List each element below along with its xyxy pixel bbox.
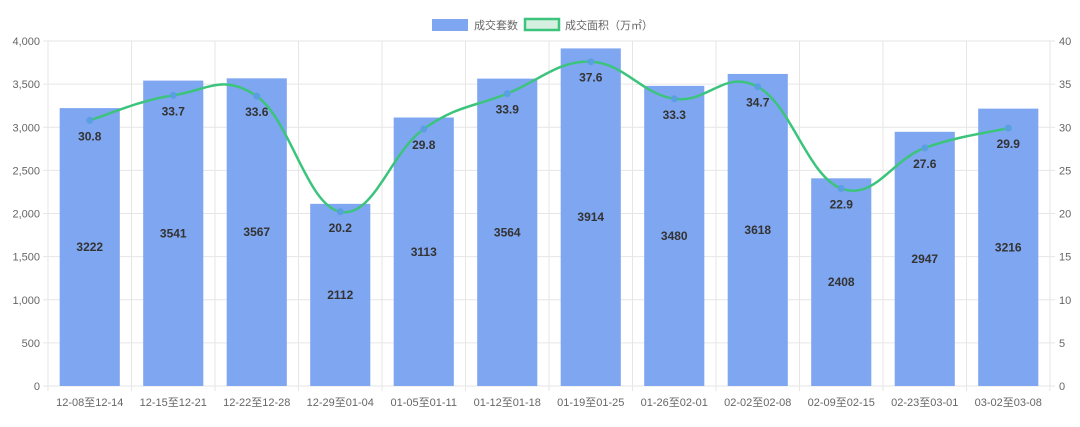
legend-label-line[interactable]: 成交面积（万㎡） [565, 18, 653, 32]
y-right-tick-label: 30 [1059, 122, 1071, 134]
bar-layer [59, 48, 1039, 387]
x-tick-label: 01-26至02-01 [641, 397, 708, 409]
line-value-label: 22.9 [830, 197, 854, 211]
grid-layer [47, 40, 1051, 391]
label-layer: 3222 3541 3567 2112 3113 3564 3914 3480 3618 2408… [76, 71, 1022, 302]
line-value-label: 29.8 [412, 138, 436, 152]
y-left-tick-label: 3,000 [12, 122, 40, 134]
line-point[interactable] [336, 208, 344, 216]
y-right-tick-label: 5 [1059, 338, 1065, 350]
bar-value-label: 3216 [995, 240, 1022, 254]
x-tick-label: 01-19至01-25 [557, 397, 624, 409]
y-left-tick-label: 3,500 [12, 79, 40, 91]
bar[interactable] [894, 131, 955, 386]
y-left-tick-label: 500 [22, 338, 40, 350]
line-point[interactable] [670, 95, 678, 103]
bar-value-label: 2408 [828, 275, 855, 289]
bar-value-label: 3914 [577, 210, 604, 224]
legend: 成交套数 成交面积（万㎡） [432, 17, 653, 32]
y-right-tick-label: 0 [1059, 381, 1065, 393]
bar-value-label: 3564 [494, 225, 521, 239]
line-point[interactable] [169, 91, 177, 99]
x-tick-label: 03-02至03-08 [975, 397, 1042, 409]
y-right-tick-label: 25 [1059, 165, 1071, 177]
x-tick-label: 01-12至01-18 [474, 397, 541, 409]
x-tick-label: 12-15至12-21 [140, 397, 207, 409]
line-value-label: 33.7 [162, 104, 186, 118]
line-value-label: 34.7 [746, 96, 770, 110]
y-right-tick-label: 15 [1059, 252, 1071, 264]
bar[interactable] [477, 78, 538, 386]
bar[interactable] [310, 203, 371, 386]
x-tick-label: 12-08至12-14 [56, 397, 123, 409]
x-tick-label: 01-05至01-11 [391, 397, 457, 409]
bar-value-label: 3113 [411, 245, 437, 259]
bar-value-label: 3480 [661, 229, 688, 243]
bar[interactable] [978, 108, 1039, 387]
bar-value-label: 3618 [744, 223, 771, 237]
bar[interactable] [560, 48, 621, 386]
y-right-tick-label: 10 [1059, 295, 1071, 307]
bar-value-label: 2112 [327, 288, 353, 302]
legend-swatch-bar[interactable] [432, 19, 468, 31]
line-value-label: 20.2 [329, 221, 353, 235]
y-right-tick-label: 35 [1059, 79, 1071, 91]
legend-swatch-line[interactable] [523, 17, 561, 32]
line-point[interactable] [837, 184, 845, 192]
x-tick-label: 12-22至12-28 [223, 397, 290, 409]
line-value-label: 33.6 [245, 105, 269, 119]
bar-value-label: 3541 [160, 226, 187, 240]
line-value-label: 29.9 [997, 137, 1021, 151]
bar[interactable] [727, 73, 788, 386]
x-tick-label: 02-23至03-01 [891, 397, 958, 409]
line-layer [86, 58, 1012, 216]
bar[interactable] [393, 117, 454, 386]
line-point[interactable] [253, 92, 261, 100]
bar-value-label: 2947 [911, 252, 938, 266]
bar[interactable] [644, 85, 705, 386]
x-tick-label: 02-02至02-08 [724, 397, 791, 409]
legend-label-bar[interactable]: 成交套数 [474, 18, 518, 32]
line-value-label: 27.6 [913, 157, 937, 171]
bar-value-label: 3567 [243, 225, 270, 239]
axis-layer: 0 0 500 5 1,000 10 1,500 15 2,000 20 2,500 25 3,000 3… [12, 36, 1071, 409]
line-value-label: 30.8 [78, 129, 102, 143]
line-point[interactable] [754, 83, 762, 91]
y-left-tick-label: 1,500 [12, 252, 40, 264]
bar[interactable] [811, 178, 872, 386]
line-point[interactable] [1004, 124, 1012, 132]
line-value-label: 33.9 [496, 103, 520, 117]
bar[interactable] [226, 78, 287, 386]
bar[interactable] [143, 80, 204, 387]
line-point[interactable] [921, 144, 929, 152]
bar-value-label: 3222 [76, 240, 103, 254]
line-value-label: 37.6 [579, 71, 603, 85]
y-left-tick-label: 4,000 [12, 36, 40, 48]
y-right-tick-label: 40 [1059, 36, 1071, 48]
y-right-tick-label: 20 [1059, 209, 1071, 221]
line-point[interactable] [86, 116, 94, 124]
x-tick-label: 02-09至02-15 [808, 397, 875, 409]
y-left-tick-label: 0 [34, 381, 40, 393]
line-point[interactable] [587, 58, 595, 66]
y-left-tick-label: 1,000 [12, 295, 40, 307]
line-point[interactable] [503, 90, 511, 98]
x-tick-label: 12-29至01-04 [307, 397, 374, 409]
bar[interactable] [59, 108, 120, 386]
line-point[interactable] [420, 125, 428, 133]
y-left-tick-label: 2,000 [12, 209, 40, 221]
y-left-tick-label: 2,500 [12, 165, 40, 177]
line-value-label: 33.3 [663, 108, 687, 122]
